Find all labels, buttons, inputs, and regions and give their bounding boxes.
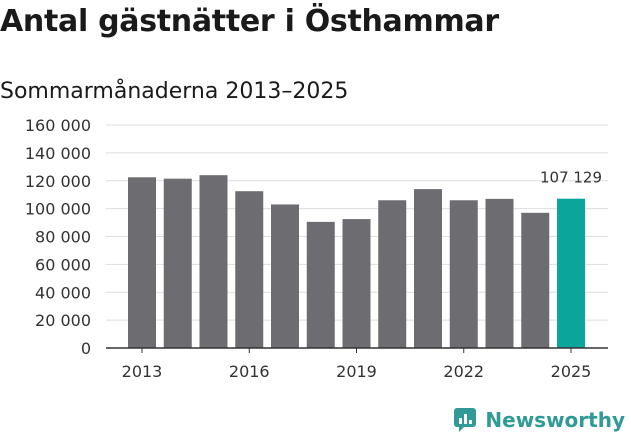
y-tick-label: 0 — [81, 339, 91, 358]
bar — [485, 198, 514, 348]
bar — [306, 221, 335, 348]
bar — [235, 191, 264, 348]
bar — [271, 204, 299, 348]
bar — [414, 189, 442, 348]
brand-logo: Newsworthy — [453, 407, 625, 433]
bar — [378, 200, 407, 348]
chart-title: Antal gästnätter i Östhammar — [0, 4, 499, 39]
x-tick-label: 2025 — [551, 362, 592, 381]
x-tick-label: 2019 — [336, 362, 377, 381]
data-labels: 107 129 — [540, 169, 602, 187]
bar — [342, 219, 371, 348]
bars — [128, 175, 585, 348]
y-tick-label: 120 000 — [25, 172, 91, 191]
x-tick-label: 2013 — [122, 362, 163, 381]
x-tick-label: 2016 — [229, 362, 270, 381]
x-tick-label: 2022 — [443, 362, 484, 381]
y-tick-label: 20 000 — [35, 311, 91, 330]
chart-subtitle: Sommarmånaderna 2013–2025 — [0, 79, 349, 104]
y-tick-label: 40 000 — [35, 283, 91, 302]
bar — [449, 200, 478, 348]
y-tick-label: 60 000 — [35, 255, 91, 274]
newsworthy-icon — [454, 408, 477, 432]
axes: 0 20 000 40 000 60 000 80 000 100 000 120 000 1… — [25, 116, 608, 381]
bar — [199, 175, 228, 348]
data-label: 107 129 — [540, 169, 602, 187]
bar — [521, 212, 550, 348]
bar — [128, 177, 156, 348]
y-tick-label: 160 000 — [25, 116, 91, 135]
y-tick-label: 100 000 — [25, 200, 91, 219]
y-tick-label: 80 000 — [35, 228, 91, 247]
bar-highlight — [557, 198, 585, 348]
brand-name: Newsworthy — [485, 408, 625, 432]
bar — [163, 178, 192, 348]
y-tick-label: 140 000 — [25, 144, 91, 163]
